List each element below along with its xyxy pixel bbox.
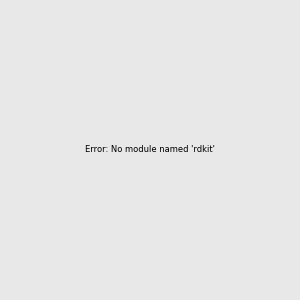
Text: Error: No module named 'rdkit': Error: No module named 'rdkit' (85, 146, 215, 154)
